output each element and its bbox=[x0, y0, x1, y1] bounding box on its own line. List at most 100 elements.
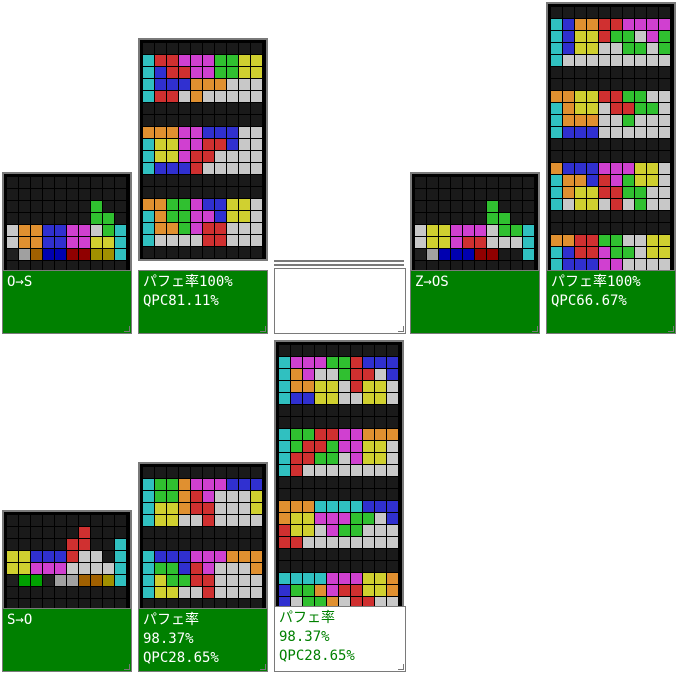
tetris-board bbox=[410, 172, 540, 275]
board-cell bbox=[191, 103, 202, 114]
board-cell bbox=[635, 211, 646, 222]
board-cell bbox=[339, 441, 350, 452]
resize-grip-icon[interactable] bbox=[260, 326, 266, 332]
board-cell bbox=[599, 163, 610, 174]
board-cell bbox=[387, 561, 398, 572]
board-cell bbox=[291, 381, 302, 392]
board-cell bbox=[227, 467, 238, 478]
board-cell bbox=[563, 151, 574, 162]
board-cell bbox=[251, 527, 262, 538]
board-cell bbox=[563, 115, 574, 126]
board-cell bbox=[375, 573, 386, 584]
board-cell bbox=[623, 91, 634, 102]
board-cell bbox=[351, 417, 362, 428]
board-cell bbox=[623, 127, 634, 138]
board-cell bbox=[451, 213, 462, 224]
board-cell bbox=[203, 503, 214, 514]
board-cell bbox=[551, 163, 562, 174]
board-cell bbox=[155, 211, 166, 222]
board-cell bbox=[67, 527, 78, 538]
board-cell bbox=[251, 211, 262, 222]
board-cell bbox=[623, 235, 634, 246]
board-cell bbox=[203, 235, 214, 246]
board-cell bbox=[31, 599, 42, 610]
board-cell bbox=[115, 563, 126, 574]
board-cell bbox=[115, 261, 126, 272]
board-cell bbox=[279, 381, 290, 392]
resize-grip-icon[interactable] bbox=[668, 326, 674, 332]
resize-grip-icon[interactable] bbox=[260, 664, 266, 670]
board-cell bbox=[155, 103, 166, 114]
board-cell bbox=[647, 55, 658, 66]
board-cell bbox=[339, 489, 350, 500]
board-cell bbox=[155, 539, 166, 550]
resize-grip-icon[interactable] bbox=[124, 326, 130, 332]
board-cell bbox=[659, 67, 670, 78]
board-cell bbox=[143, 563, 154, 574]
board-cell bbox=[179, 43, 190, 54]
board-cell bbox=[351, 501, 362, 512]
board-cell bbox=[291, 573, 302, 584]
board-cell bbox=[563, 175, 574, 186]
board-cell bbox=[115, 527, 126, 538]
board-cell bbox=[143, 575, 154, 586]
board-cell bbox=[167, 491, 178, 502]
board-cell bbox=[239, 575, 250, 586]
board-cell bbox=[55, 587, 66, 598]
resize-grip-icon[interactable] bbox=[532, 326, 538, 332]
board-cell bbox=[239, 599, 250, 610]
board-cell bbox=[19, 237, 30, 248]
board-cell bbox=[575, 151, 586, 162]
board-cell bbox=[375, 429, 386, 440]
card-label-text: パフェ率100% QPC66.67% bbox=[551, 274, 641, 309]
board-cell bbox=[103, 587, 114, 598]
board-cell bbox=[67, 189, 78, 200]
card-label: O→S bbox=[2, 270, 132, 334]
board-cell bbox=[251, 587, 262, 598]
board-cell bbox=[179, 223, 190, 234]
resize-grip-icon[interactable] bbox=[124, 664, 130, 670]
board-cell bbox=[251, 599, 262, 610]
board-cell bbox=[19, 261, 30, 272]
board-cell bbox=[647, 187, 658, 198]
board-cell bbox=[511, 261, 522, 272]
board-cell bbox=[291, 537, 302, 548]
board-cell bbox=[215, 235, 226, 246]
board-cell bbox=[115, 189, 126, 200]
board-cell bbox=[279, 429, 290, 440]
board-cell bbox=[303, 489, 314, 500]
board-cell bbox=[599, 103, 610, 114]
board-cell bbox=[79, 177, 90, 188]
board-cell bbox=[91, 201, 102, 212]
board-cell bbox=[339, 369, 350, 380]
board-cell bbox=[103, 189, 114, 200]
board-cell bbox=[587, 211, 598, 222]
board-cell bbox=[103, 551, 114, 562]
tetris-board bbox=[138, 462, 268, 613]
board-cell bbox=[215, 79, 226, 90]
board-cell bbox=[43, 575, 54, 586]
board-cell bbox=[203, 223, 214, 234]
board-cell bbox=[599, 127, 610, 138]
resize-grip-icon[interactable] bbox=[398, 326, 404, 332]
board-cell bbox=[575, 175, 586, 186]
board-cell bbox=[475, 189, 486, 200]
board-cell bbox=[587, 223, 598, 234]
board-cell bbox=[279, 405, 290, 416]
board-cell bbox=[7, 261, 18, 272]
resize-grip-icon[interactable] bbox=[398, 664, 404, 670]
board-cell bbox=[611, 223, 622, 234]
board-cell bbox=[415, 237, 426, 248]
board-cell bbox=[635, 103, 646, 114]
board-cell bbox=[179, 103, 190, 114]
board-cell bbox=[375, 597, 386, 608]
board-cell bbox=[203, 175, 214, 186]
board-cell bbox=[499, 225, 510, 236]
board-cell bbox=[239, 235, 250, 246]
board-cell bbox=[623, 247, 634, 258]
board-cell bbox=[167, 527, 178, 538]
board-cell bbox=[203, 187, 214, 198]
board-cell bbox=[315, 513, 326, 524]
board-cell bbox=[251, 127, 262, 138]
board-cell bbox=[227, 575, 238, 586]
